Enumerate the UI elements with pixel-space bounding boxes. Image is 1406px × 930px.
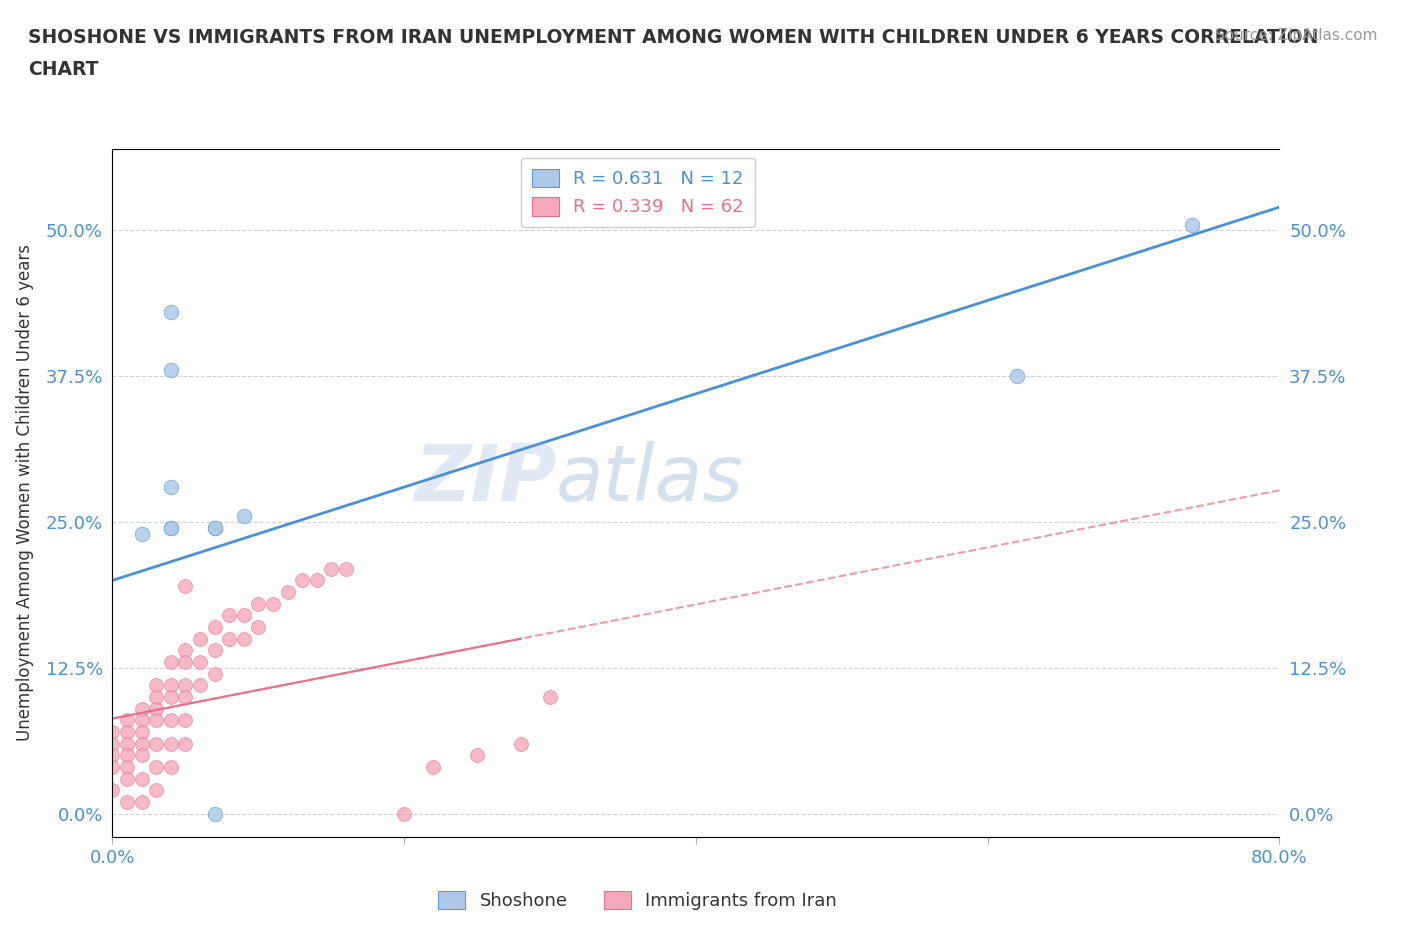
Point [232,631,254,646]
Point [218,631,240,646]
Point [115,748,138,763]
Point [115,737,138,751]
Legend: Shoshone, Immigrants from Iran: Shoshone, Immigrants from Iran [432,884,844,917]
Point [174,643,197,658]
Point [247,596,270,611]
Point [509,737,531,751]
Point [160,655,183,670]
Point [204,521,226,536]
Point [1181,218,1204,232]
Text: atlas: atlas [555,441,744,517]
Point [160,737,183,751]
Point [101,748,124,763]
Point [1005,369,1028,384]
Point [188,655,211,670]
Point [291,573,314,588]
Point [101,737,124,751]
Point [422,760,444,775]
Text: Source: ZipAtlas.com: Source: ZipAtlas.com [1215,28,1378,43]
Point [218,608,240,623]
Point [160,521,183,536]
Point [131,724,153,739]
Text: SHOSHONE VS IMMIGRANTS FROM IRAN UNEMPLOYMENT AMONG WOMEN WITH CHILDREN UNDER 6 : SHOSHONE VS IMMIGRANTS FROM IRAN UNEMPLO… [28,28,1319,46]
Point [538,689,561,704]
Point [145,760,167,775]
Point [204,521,226,536]
Point [232,509,254,524]
Point [160,713,183,728]
Point [131,794,153,809]
Point [174,655,197,670]
Text: CHART: CHART [28,60,98,79]
Point [174,578,197,593]
Point [131,713,153,728]
Point [321,562,343,577]
Point [101,724,124,739]
Point [115,771,138,786]
Point [204,806,226,821]
Point [145,737,167,751]
Point [115,724,138,739]
Point [204,619,226,634]
Point [160,521,183,536]
Point [131,771,153,786]
Point [145,713,167,728]
Point [145,783,167,798]
Point [160,363,183,378]
Point [160,480,183,495]
Point [247,619,270,634]
Point [131,701,153,716]
Point [305,573,328,588]
Point [160,305,183,320]
Point [174,678,197,693]
Point [101,783,124,798]
Text: ZIP: ZIP [413,441,555,517]
Point [115,713,138,728]
Point [174,737,197,751]
Point [276,585,298,600]
Point [145,701,167,716]
Point [262,596,284,611]
Point [392,806,416,821]
Point [145,689,167,704]
Point [188,678,211,693]
Y-axis label: Unemployment Among Women with Children Under 6 years: Unemployment Among Women with Children U… [17,245,34,741]
Point [115,760,138,775]
Point [131,737,153,751]
Point [115,794,138,809]
Point [232,608,254,623]
Point [188,631,211,646]
Point [131,748,153,763]
Point [101,760,124,775]
Point [204,643,226,658]
Point [174,713,197,728]
Point [204,666,226,681]
Point [160,678,183,693]
Point [160,760,183,775]
Point [465,748,488,763]
Point [145,678,167,693]
Point [160,689,183,704]
Point [174,689,197,704]
Point [335,562,357,577]
Point [131,526,153,541]
